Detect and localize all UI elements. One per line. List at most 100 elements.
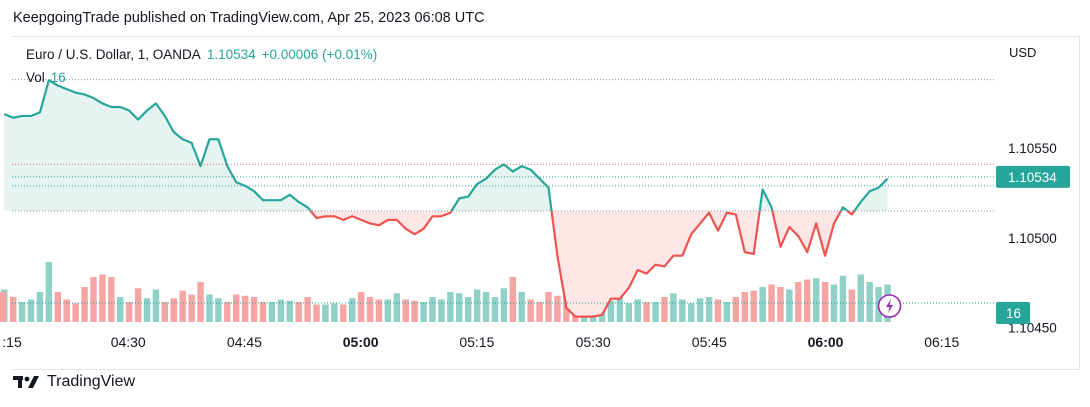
- volume-bar: [518, 292, 525, 322]
- volume-bar: [108, 277, 115, 322]
- volume-bar: [286, 300, 293, 322]
- symbol-name: Euro / U.S. Dollar, 1, OANDA: [26, 47, 201, 62]
- volume-bar: [732, 297, 740, 322]
- volume-bar: [161, 302, 169, 322]
- volume-badge-text: 16: [1006, 306, 1021, 321]
- volume-bar: [36, 292, 44, 322]
- area-fill-below: [4, 210, 888, 317]
- volume-bar: [456, 293, 463, 322]
- volume-badge: [996, 302, 1030, 324]
- volume-bar: [357, 292, 365, 322]
- volume-bar: [464, 297, 472, 322]
- volume-bar: [197, 282, 204, 322]
- volume-bar: [331, 303, 338, 322]
- volume-bar: [259, 302, 267, 322]
- y-tick-label: 1.10500: [1008, 231, 1057, 246]
- volume-bar: [420, 302, 427, 322]
- area-fill-above: [4, 80, 888, 211]
- volume-bar: [839, 275, 847, 322]
- price-badge: [996, 165, 1070, 188]
- volume-bar: [527, 299, 534, 322]
- volume-bar: [18, 302, 26, 322]
- volume-bar: [741, 292, 748, 322]
- volume-bar: [295, 302, 302, 322]
- volume-bar: [643, 302, 650, 322]
- volume-bar: [72, 303, 79, 322]
- volume-bar: [250, 297, 258, 322]
- volume-bar: [241, 295, 249, 322]
- volume-bar: [233, 294, 240, 322]
- volume-bar: [27, 299, 35, 322]
- volume-bar: [491, 297, 499, 322]
- volume-bar: [500, 288, 508, 322]
- volume-bar: [117, 297, 124, 322]
- volume-bar: [634, 299, 641, 322]
- y-tick-label: 1.10550: [1008, 141, 1057, 156]
- volume-legend: Vol 16: [26, 70, 66, 85]
- x-tick-label: 05:45: [692, 334, 727, 350]
- x-tick-label: 05:15: [459, 334, 494, 350]
- volume-bar: [661, 297, 668, 322]
- price-line-up: [3, 79, 889, 211]
- volume-bar: [322, 304, 329, 322]
- volume-bar: [206, 294, 213, 322]
- last-price: 1.10534: [206, 47, 256, 62]
- price-line-down: [309, 210, 856, 318]
- volume-bar: [224, 302, 231, 322]
- symbol-legend: Euro / U.S. Dollar, 1, OANDA 1.10534 +0.00…: [26, 47, 377, 62]
- volume-label: Vol: [26, 70, 45, 85]
- volume-bar: [830, 284, 838, 322]
- volume-bar: [402, 299, 409, 322]
- volume-bar: [545, 292, 552, 322]
- tradingview-branding[interactable]: TradingView: [13, 373, 135, 391]
- volume-bar: [804, 279, 811, 322]
- volume-bar: [277, 299, 285, 322]
- volume-bar: [188, 294, 195, 322]
- volume-bar: [795, 282, 802, 322]
- volume-bar: [723, 302, 731, 322]
- volume-bar: [786, 289, 793, 322]
- x-tick-label: 05:30: [576, 334, 611, 350]
- volume-bar: [63, 299, 70, 322]
- volume-bar: [45, 262, 53, 322]
- volume-bar: [268, 302, 276, 322]
- volume-bar: [616, 297, 624, 322]
- volume-bar: [384, 299, 392, 322]
- volume-bar: [759, 287, 766, 322]
- volume-bar: [54, 292, 61, 322]
- volume-bar: [90, 277, 97, 322]
- brand-name: TradingView: [47, 373, 136, 390]
- volume-bar: [0, 297, 7, 322]
- x-tick-label: 06:00: [808, 334, 844, 350]
- volume-bar: [536, 302, 543, 322]
- volume-bar: [9, 297, 17, 322]
- volume-bar: [99, 274, 106, 322]
- volume-bar: [340, 304, 347, 322]
- volume-bar: [375, 299, 383, 322]
- x-tick-label: 05:00: [343, 334, 379, 350]
- y-tick-label: 1.10450: [1008, 320, 1057, 335]
- volume-bar: [696, 298, 704, 322]
- x-tick-label: 04:45: [227, 334, 262, 350]
- volume-bar: [143, 298, 151, 322]
- volume-bar: [679, 299, 686, 322]
- volume-bar: [750, 290, 757, 322]
- currency-label: USD: [1009, 45, 1037, 60]
- volume-bar: [866, 282, 873, 322]
- volume-bar: [777, 287, 784, 322]
- volume-bar: [607, 300, 615, 322]
- lightning-bolt-icon: [886, 299, 894, 313]
- volume-bar: [179, 290, 186, 322]
- price-badge-text: 1.10534: [1008, 170, 1057, 185]
- volume-bar: [134, 288, 142, 322]
- volume-bar: [304, 297, 311, 322]
- tradingview-logo-icon: [13, 376, 39, 388]
- volume-bar: [313, 304, 320, 322]
- volume-bar: [652, 302, 659, 322]
- volume-bar: [670, 293, 677, 322]
- volume-bar: [215, 298, 222, 322]
- volume-bar: [554, 295, 561, 322]
- x-tick-label: 06:15: [924, 334, 959, 350]
- volume-bar: [429, 297, 436, 322]
